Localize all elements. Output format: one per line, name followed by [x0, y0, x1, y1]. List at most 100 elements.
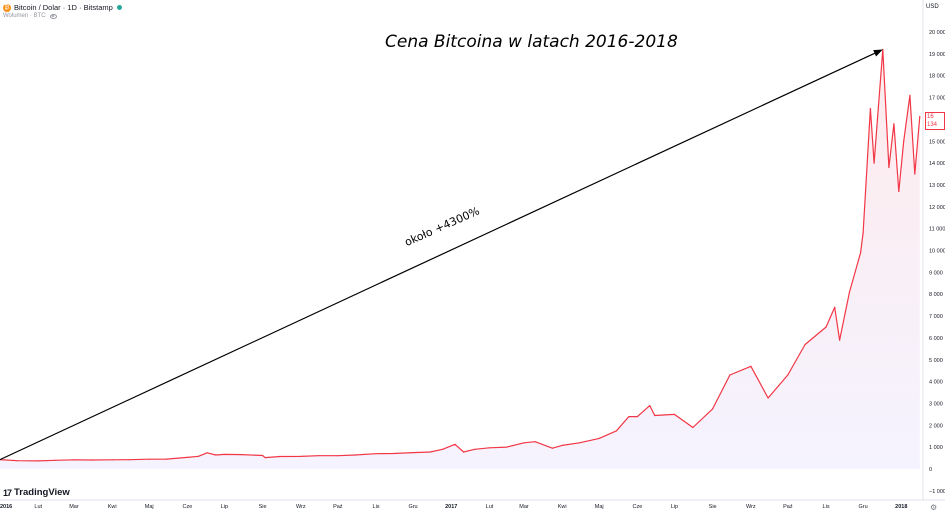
volume-row[interactable]: Wolumen · BTC — [3, 13, 57, 19]
x-tick-label-8: Wrz — [296, 504, 306, 510]
symbol-title[interactable]: Bitcoin / Dolar · 1D · Bitstamp — [14, 3, 113, 12]
price-point-34 — [534, 441, 536, 443]
price-series-line — [0, 48, 921, 462]
price-point-10 — [186, 456, 188, 458]
price-point-25 — [412, 452, 414, 454]
x-tick-label-4: Maj — [145, 504, 154, 510]
y-tick-label-1: 0 — [929, 467, 932, 473]
x-tick-label-12: 2017 — [445, 504, 457, 510]
price-point-56 — [860, 252, 862, 254]
price-point-17 — [264, 457, 266, 459]
price-point-8 — [148, 458, 150, 460]
price-point-33 — [523, 442, 525, 444]
price-point-16 — [262, 454, 264, 457]
price-point-52 — [825, 326, 827, 328]
y-tick-label-21: 20 000 — [929, 30, 945, 36]
price-point-18 — [279, 455, 281, 458]
price-point-58 — [869, 107, 872, 110]
currency-label[interactable]: USD — [926, 4, 939, 10]
price-point-35 — [551, 447, 554, 449]
last-price-tag: 16 134 — [925, 112, 945, 130]
x-tick-label-2: Mar — [69, 504, 79, 510]
x-tick-label-0: 2016 — [0, 504, 12, 510]
price-point-67 — [919, 115, 921, 118]
price-point-3 — [54, 459, 57, 461]
x-tick-label-7: Sie — [259, 504, 267, 510]
price-point-36 — [561, 444, 563, 446]
y-tick-label-13: 12 000 — [929, 205, 945, 211]
price-point-28 — [454, 443, 456, 445]
price-point-32 — [506, 446, 508, 448]
live-dot-icon — [116, 5, 122, 10]
price-point-39 — [615, 430, 618, 432]
price-point-54 — [839, 339, 841, 341]
x-tick-label-22: Lis — [823, 504, 830, 510]
y-tick-label-7: 6 000 — [929, 336, 943, 342]
price-point-5 — [90, 459, 92, 461]
growth-arrow — [0, 52, 875, 461]
price-point-31 — [488, 447, 491, 449]
price-point-6 — [111, 459, 113, 461]
x-tick-label-3: Kwi — [108, 504, 117, 510]
price-point-66 — [914, 173, 916, 175]
symbol-row[interactable]: ₿ Bitcoin / Dolar · 1D · Bitstamp — [3, 3, 122, 12]
tradingview-brand: TradingView — [14, 487, 70, 498]
price-point-27 — [442, 448, 444, 450]
x-tick-label-1: Lut — [34, 504, 42, 510]
price-point-21 — [337, 455, 339, 457]
price-point-55 — [848, 291, 851, 293]
y-axis: −1 000 0 1 000 2 000 3 000 4 000 5 000 6 000 7 0… — [929, 30, 945, 495]
price-point-23 — [375, 453, 377, 455]
price-point-46 — [712, 408, 714, 410]
price-point-48 — [750, 365, 752, 367]
y-tick-label-3: 2 000 — [929, 423, 943, 429]
price-point-61 — [888, 166, 890, 169]
y-tick-label-6: 5 000 — [929, 358, 943, 364]
price-point-9 — [165, 458, 167, 460]
x-tick-label-21: Paź — [783, 504, 793, 510]
price-point-1 — [16, 460, 18, 462]
price-point-2 — [37, 460, 39, 462]
volume-label[interactable]: Wolumen · BTC — [3, 13, 46, 19]
price-point-49 — [767, 397, 769, 399]
price-point-60 — [882, 48, 884, 51]
gear-icon[interactable]: ⚙ — [930, 503, 938, 512]
price-point-59 — [873, 162, 875, 164]
y-tick-label-5: 4 000 — [929, 380, 943, 386]
y-tick-label-15: 14 000 — [929, 161, 945, 167]
price-point-51 — [804, 343, 806, 346]
price-point-4 — [73, 459, 75, 461]
growth-arrow-head — [873, 49, 883, 57]
x-tick-label-13: Lut — [486, 504, 494, 510]
price-point-43 — [654, 414, 656, 417]
y-tick-label-20: 19 000 — [929, 52, 945, 58]
x-tick-label-6: Lip — [221, 504, 228, 510]
tradingview-logo[interactable]: 17 TradingView — [3, 487, 70, 498]
y-tick-label-16: 15 000 — [929, 139, 945, 145]
price-point-44 — [673, 413, 676, 415]
price-point-11 — [197, 455, 200, 457]
price-point-13 — [215, 454, 217, 456]
price-point-19 — [300, 455, 302, 457]
y-tick-label-8: 7 000 — [929, 314, 943, 320]
price-point-57 — [862, 232, 864, 234]
price-point-62 — [893, 123, 895, 125]
x-tick-label-16: Maj — [595, 504, 604, 510]
chart-header: ₿ Bitcoin / Dolar · 1D · Bitstamp Wolume… — [0, 0, 900, 28]
price-point-38 — [598, 437, 600, 439]
y-tick-label-2: 1 000 — [929, 445, 943, 451]
price-points — [0, 48, 921, 462]
eye-icon[interactable] — [49, 13, 57, 19]
x-tick-label-19: Sie — [709, 504, 717, 510]
price-point-64 — [903, 140, 905, 142]
y-tick-label-4: 3 000 — [929, 401, 943, 407]
y-tick-label-9: 8 000 — [929, 292, 943, 298]
price-point-14 — [223, 453, 225, 455]
price-point-15 — [241, 454, 243, 456]
y-tick-label-18: 17 000 — [929, 96, 945, 102]
price-point-53 — [834, 306, 836, 308]
y-tick-label-0: −1 000 — [929, 489, 945, 495]
price-point-50 — [787, 374, 789, 376]
tradingview-logo-icon: 17 — [3, 487, 12, 498]
